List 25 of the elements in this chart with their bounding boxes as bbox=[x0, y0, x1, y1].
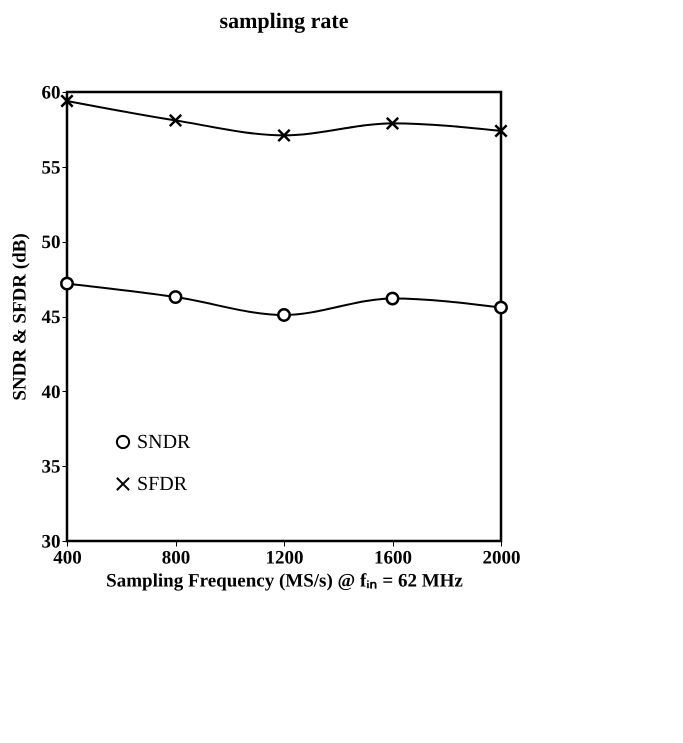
point bbox=[60, 276, 74, 291]
x-tick-label: 1600 bbox=[374, 548, 412, 568]
point bbox=[277, 308, 291, 322]
point bbox=[277, 128, 291, 142]
point bbox=[386, 292, 400, 306]
point bbox=[168, 113, 182, 128]
legend-label: SNDR bbox=[137, 431, 192, 453]
chart-title: sampling rate bbox=[220, 8, 349, 33]
y-tick-label: 60 bbox=[42, 82, 60, 104]
legend-label: SFDR bbox=[137, 473, 188, 495]
x-tick-label: 1200 bbox=[266, 548, 304, 568]
x-axis-title: Sampling Frequency (MS/s) @ fᵢₙ = 62 MHz bbox=[106, 570, 464, 592]
y-tick-label: 45 bbox=[42, 307, 60, 328]
x-tick-label: 2000 bbox=[482, 548, 520, 568]
point bbox=[494, 124, 508, 138]
point bbox=[494, 300, 508, 314]
point bbox=[168, 290, 182, 304]
y-tick-label: 55 bbox=[42, 157, 60, 178]
point bbox=[386, 116, 400, 130]
point bbox=[60, 94, 74, 108]
y-tick-label: 50 bbox=[42, 232, 60, 254]
x-tick-label: 800 bbox=[162, 548, 190, 568]
y-tick-label: 40 bbox=[42, 382, 60, 403]
y-tick-label: 35 bbox=[42, 456, 60, 478]
y-axis-title: SNDR & SFDR (dB) bbox=[10, 233, 30, 401]
